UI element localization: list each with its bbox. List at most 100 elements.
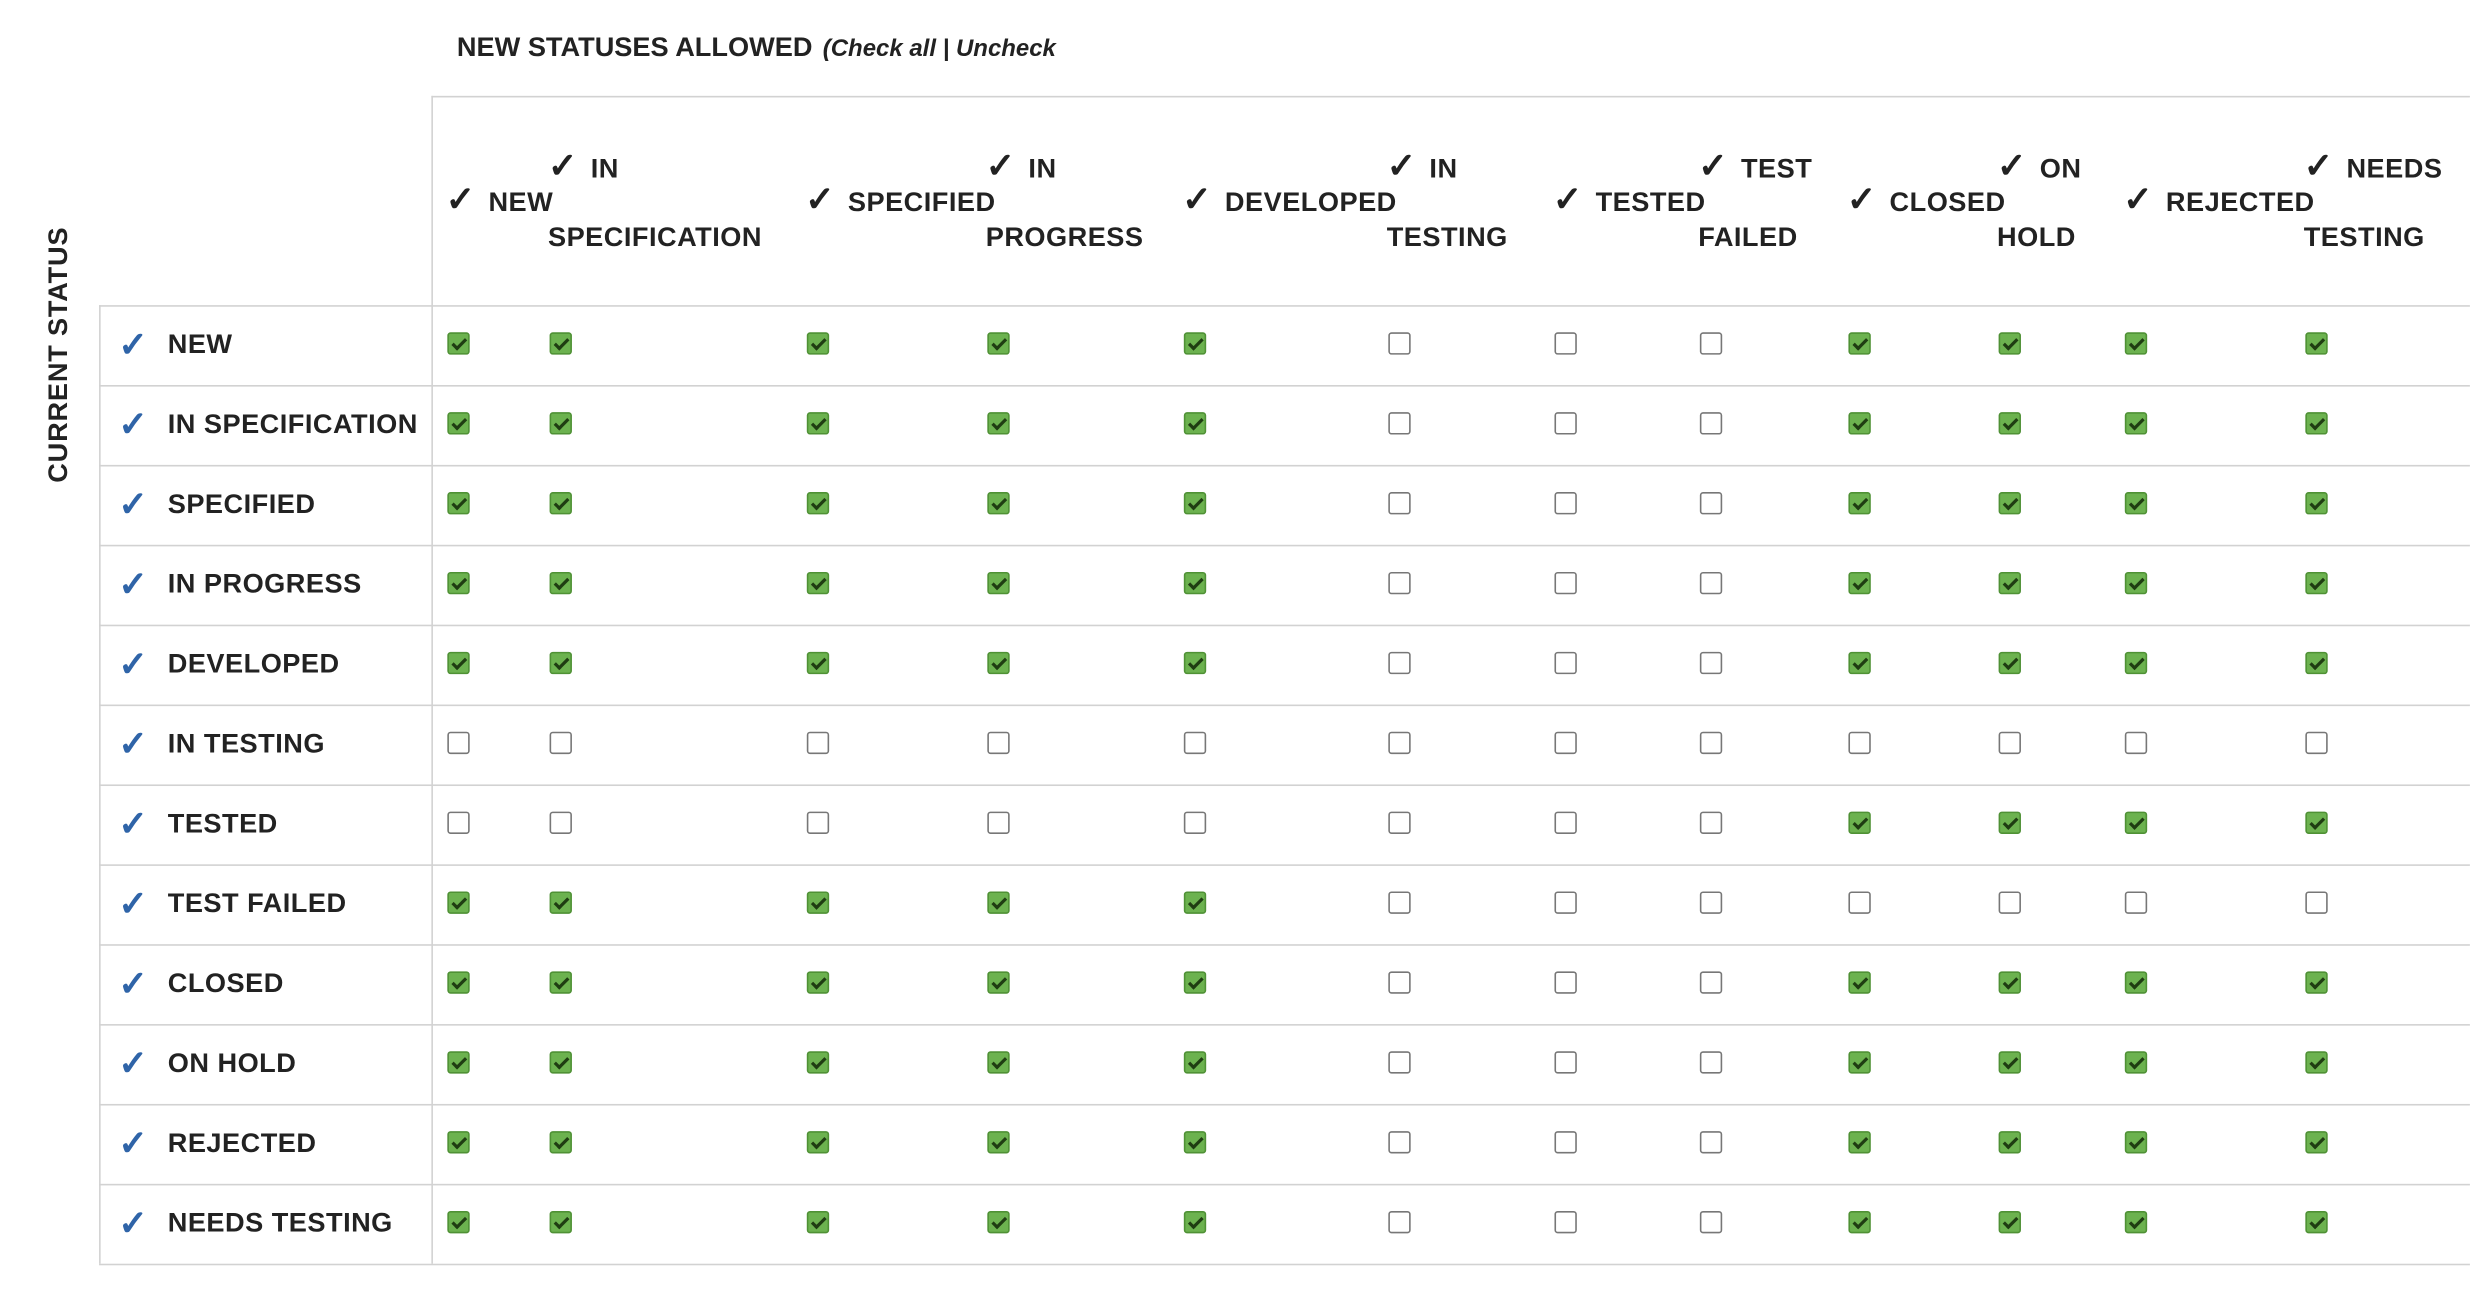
checkbox[interactable] [549, 332, 572, 355]
checkbox[interactable] [1183, 971, 1207, 994]
checkbox[interactable] [1183, 811, 1207, 834]
checkbox[interactable] [1699, 731, 1723, 755]
checkbox[interactable] [2305, 891, 2328, 914]
checkbox[interactable] [1998, 651, 2021, 675]
row-check-toggle[interactable]: ✓ [118, 404, 149, 445]
checkbox[interactable] [1848, 1051, 1871, 1074]
checkbox[interactable] [2305, 651, 2328, 675]
checkbox[interactable] [2305, 811, 2328, 834]
checkbox[interactable] [1699, 811, 1723, 834]
checkbox[interactable] [806, 1210, 830, 1234]
checkbox[interactable] [1848, 492, 1871, 515]
checkbox[interactable] [1388, 332, 1411, 355]
row-check-toggle[interactable]: ✓ [118, 883, 149, 924]
checkbox[interactable] [1699, 412, 1723, 435]
checkbox[interactable] [987, 1131, 1010, 1154]
checkbox[interactable] [1699, 891, 1723, 914]
checkbox[interactable] [2305, 1210, 2328, 1234]
checkbox[interactable] [1699, 1131, 1723, 1154]
checkbox[interactable] [549, 891, 572, 914]
checkbox[interactable] [2305, 731, 2328, 755]
checkbox[interactable] [1183, 1210, 1207, 1234]
checkbox[interactable] [549, 492, 572, 515]
checkbox[interactable] [549, 651, 572, 675]
column-check-toggle[interactable]: ✓ [1698, 144, 1729, 185]
checkbox[interactable] [806, 811, 830, 834]
checkbox[interactable] [806, 1131, 830, 1154]
row-check-toggle[interactable]: ✓ [118, 723, 149, 764]
row-check-toggle[interactable]: ✓ [118, 484, 149, 525]
checkbox[interactable] [806, 1051, 830, 1074]
checkbox[interactable] [1554, 412, 1577, 435]
checkbox[interactable] [1183, 1051, 1207, 1074]
column-check-toggle[interactable]: ✓ [1997, 144, 2027, 185]
checkbox[interactable] [1554, 571, 1577, 595]
checkbox[interactable] [1554, 1210, 1577, 1234]
checkbox[interactable] [1554, 891, 1577, 914]
checkbox[interactable] [987, 811, 1010, 834]
checkbox[interactable] [1848, 811, 1871, 834]
row-check-toggle[interactable]: ✓ [118, 963, 149, 1004]
checkbox[interactable] [806, 891, 830, 914]
checkbox[interactable] [1699, 1210, 1723, 1234]
checkbox[interactable] [447, 1210, 470, 1234]
row-check-toggle[interactable]: ✓ [118, 1043, 149, 1084]
checkbox[interactable] [1388, 971, 1411, 994]
checkbox[interactable] [1388, 1131, 1411, 1154]
checkbox[interactable] [2124, 571, 2148, 595]
column-check-toggle[interactable]: ✓ [547, 144, 578, 185]
checkbox[interactable] [987, 971, 1010, 994]
checkbox[interactable] [1998, 412, 2021, 435]
checkbox[interactable] [1554, 1051, 1577, 1074]
checkbox[interactable] [1183, 1131, 1207, 1154]
column-check-toggle[interactable]: ✓ [985, 144, 1016, 185]
checkbox[interactable] [1998, 891, 2021, 914]
checkbox[interactable] [2124, 412, 2148, 435]
checkbox[interactable] [1699, 492, 1723, 515]
checkbox[interactable] [1388, 571, 1411, 595]
checkbox[interactable] [549, 1051, 572, 1074]
checkbox[interactable] [1554, 1131, 1577, 1154]
checkbox[interactable] [1848, 412, 1871, 435]
checkbox[interactable] [2124, 1131, 2148, 1154]
checkbox[interactable] [549, 571, 572, 595]
checkbox[interactable] [987, 332, 1010, 355]
checkbox[interactable] [1388, 492, 1411, 515]
checkbox[interactable] [1183, 731, 1207, 755]
checkbox[interactable] [2305, 412, 2328, 435]
checkbox[interactable] [987, 412, 1010, 435]
checkbox[interactable] [1183, 332, 1207, 355]
checkbox[interactable] [2124, 811, 2148, 834]
checkbox[interactable] [987, 1210, 1010, 1234]
checkbox[interactable] [987, 571, 1010, 595]
checkbox[interactable] [549, 731, 572, 755]
column-check-toggle[interactable]: ✓ [2123, 178, 2154, 219]
checkbox[interactable] [1183, 492, 1207, 515]
checkbox[interactable] [447, 651, 470, 675]
checkbox[interactable] [447, 731, 470, 755]
checkbox[interactable] [1998, 492, 2021, 515]
row-check-toggle[interactable]: ✓ [118, 324, 149, 365]
row-check-toggle[interactable]: ✓ [118, 563, 149, 604]
row-check-toggle[interactable]: ✓ [118, 643, 149, 684]
check-all-link[interactable]: (Check all | Uncheck [822, 35, 1056, 63]
checkbox[interactable] [1848, 971, 1871, 994]
checkbox[interactable] [1848, 731, 1871, 755]
checkbox[interactable] [447, 1131, 470, 1154]
checkbox[interactable] [447, 971, 470, 994]
checkbox[interactable] [1554, 492, 1577, 515]
row-check-toggle[interactable]: ✓ [118, 803, 149, 844]
checkbox[interactable] [447, 811, 470, 834]
checkbox[interactable] [2124, 731, 2148, 755]
checkbox[interactable] [1699, 332, 1723, 355]
checkbox[interactable] [2124, 891, 2148, 914]
checkbox[interactable] [447, 332, 470, 355]
checkbox[interactable] [2305, 1051, 2328, 1074]
checkbox[interactable] [2124, 332, 2148, 355]
checkbox[interactable] [2124, 971, 2148, 994]
checkbox[interactable] [1699, 651, 1723, 675]
checkbox[interactable] [806, 571, 830, 595]
checkbox[interactable] [447, 891, 470, 914]
checkbox[interactable] [447, 1051, 470, 1074]
checkbox[interactable] [2305, 571, 2328, 595]
